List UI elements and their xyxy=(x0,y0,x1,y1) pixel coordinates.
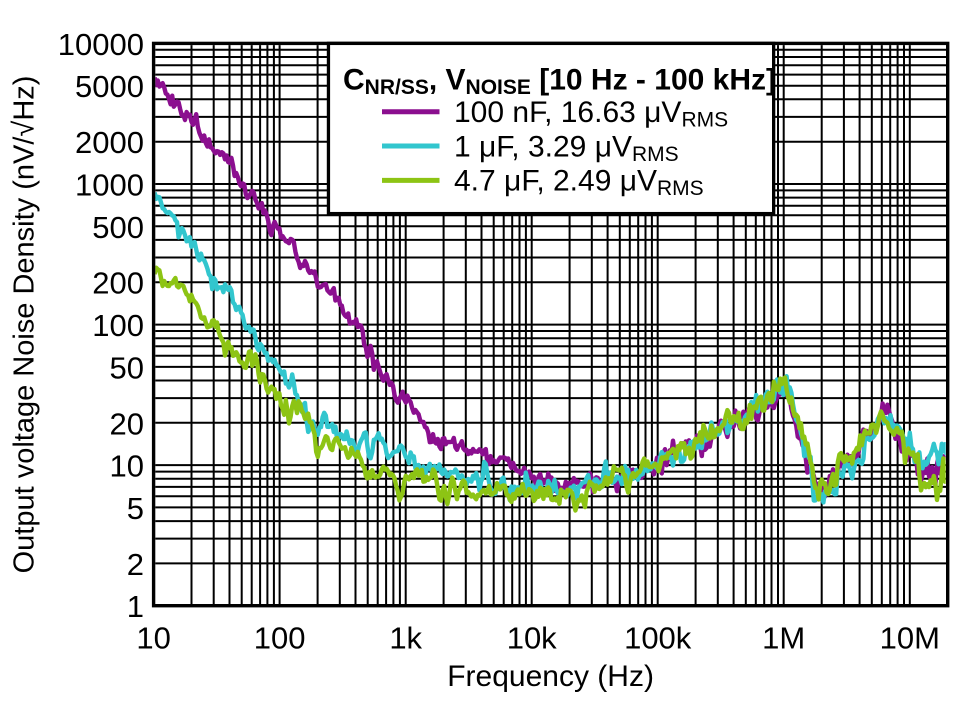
svg-text:100k: 100k xyxy=(624,621,692,656)
svg-text:500: 500 xyxy=(92,210,144,245)
svg-text:10k: 10k xyxy=(507,621,557,656)
svg-text:1: 1 xyxy=(127,589,144,624)
svg-text:Frequency (Hz): Frequency (Hz) xyxy=(447,660,654,693)
svg-text:2: 2 xyxy=(127,547,144,582)
svg-text:20: 20 xyxy=(110,406,144,441)
svg-text:10: 10 xyxy=(110,449,144,484)
svg-text:2000: 2000 xyxy=(75,125,144,160)
svg-text:200: 200 xyxy=(92,266,144,301)
svg-text:50: 50 xyxy=(110,350,144,385)
svg-text:Output voltage Noise Density (: Output voltage Noise Density (nV/√Hz) xyxy=(8,76,40,574)
svg-text:5000: 5000 xyxy=(75,69,144,104)
svg-text:10M: 10M xyxy=(880,621,940,656)
svg-text:1 μF, 3.29 μVRMS: 1 μF, 3.29 μVRMS xyxy=(454,130,679,166)
svg-text:10000: 10000 xyxy=(58,27,144,62)
svg-text:10: 10 xyxy=(136,621,170,656)
svg-text:1000: 1000 xyxy=(75,168,144,203)
svg-text:5: 5 xyxy=(127,491,144,526)
svg-text:100: 100 xyxy=(254,621,306,656)
svg-text:100: 100 xyxy=(92,308,144,343)
svg-text:1k: 1k xyxy=(389,621,422,656)
svg-text:1M: 1M xyxy=(762,621,805,656)
